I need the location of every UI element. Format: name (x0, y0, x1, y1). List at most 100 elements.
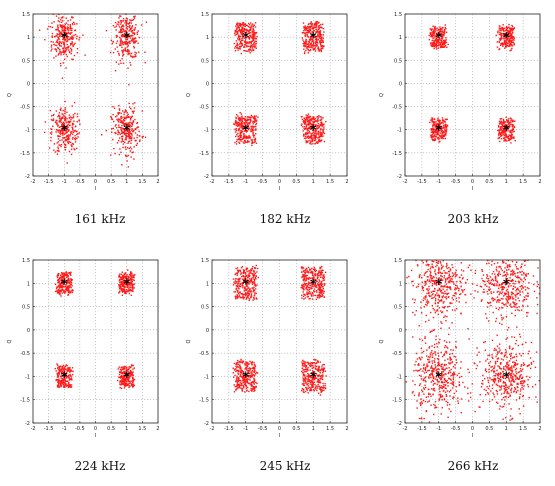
scatter-point (304, 295, 305, 296)
scatter-point (134, 102, 135, 103)
scatter-point (432, 138, 433, 139)
scatter-point (47, 28, 48, 29)
scatter-point (320, 293, 321, 294)
scatter-point (57, 368, 58, 369)
scatter-point (135, 128, 136, 129)
scatter-point (238, 364, 239, 365)
y-tick-label: 0 (399, 81, 402, 87)
scatter-point (239, 270, 240, 271)
scatter-point (120, 384, 121, 385)
scatter-point (237, 382, 238, 383)
scatter-point (433, 35, 434, 36)
scatter-point (56, 288, 57, 289)
scatter-point (305, 33, 306, 34)
scatter-point (247, 295, 248, 296)
scatter-point (133, 46, 134, 47)
scatter-point (236, 376, 237, 377)
scatter-point (56, 129, 57, 130)
scatter-point (448, 44, 449, 45)
scatter-point (310, 116, 311, 117)
scatter-point (115, 124, 116, 125)
scatter-point (136, 40, 137, 41)
scatter-point (311, 47, 312, 48)
scatter-point (120, 38, 121, 39)
scatter-point (237, 267, 238, 268)
x-tick-label: 1.5 (138, 426, 146, 432)
scatter-point (79, 120, 80, 121)
scatter-point (56, 363, 57, 364)
scatter-point (64, 101, 65, 102)
scatter-point (71, 131, 72, 132)
x-tick-label: -1.5 (44, 179, 54, 185)
scatter-point (72, 23, 73, 24)
scatter-point (233, 372, 234, 373)
scatter-point (131, 130, 132, 131)
scatter-point (321, 283, 322, 284)
scatter-point (54, 45, 55, 46)
scatter-point (55, 368, 56, 369)
x-tick-label: -1 (436, 179, 441, 185)
scatter-point (319, 116, 320, 117)
scatter-point (498, 49, 499, 50)
ideal-point-marker: * (61, 370, 68, 385)
scatter-point (132, 111, 133, 112)
scatter-point (133, 280, 134, 281)
y-tick-label: 1.5 (22, 258, 30, 264)
scatter-point (64, 115, 65, 116)
scatter-point (74, 102, 75, 103)
scatter-point (251, 293, 252, 294)
scatter-point (139, 37, 140, 38)
scatter-point (245, 120, 246, 121)
scatter-point (444, 128, 445, 129)
scatter-point (236, 114, 237, 115)
scatter-point (55, 284, 56, 285)
scatter-point (318, 287, 319, 288)
scatter-point (499, 141, 500, 142)
scatter-point (232, 368, 233, 369)
scatter-point (255, 118, 256, 119)
scatter-point (117, 40, 118, 41)
scatter-point (255, 129, 256, 130)
scatter-point (51, 45, 52, 46)
x-axis-label: I (95, 186, 96, 192)
scatter-point (118, 114, 119, 115)
scatter-point (251, 278, 252, 279)
scatter-point (71, 43, 72, 44)
scatter-point (246, 298, 247, 299)
scatter-point (241, 362, 242, 363)
scatter-point (504, 47, 505, 48)
scatter-point (65, 274, 66, 275)
scatter-point (131, 136, 132, 137)
scatter-point (58, 130, 59, 131)
ideal-point-marker: * (123, 124, 130, 139)
scatter-point (120, 20, 121, 21)
scatter-point (58, 17, 59, 18)
scatter-point (318, 27, 319, 28)
scatter-point (309, 120, 310, 121)
scatter-point (56, 33, 57, 34)
scatter-point (236, 141, 237, 142)
scatter-point (53, 150, 54, 151)
scatter-point (71, 154, 72, 155)
scatter-point (120, 284, 121, 285)
scatter-point (305, 39, 306, 40)
scatter-point (132, 380, 133, 381)
scatter-point (315, 295, 316, 296)
scatter-point (239, 43, 240, 44)
scatter-point (50, 137, 51, 138)
scatter-point (505, 140, 506, 141)
scatter-point (120, 16, 121, 17)
scatter-point (135, 24, 136, 25)
scatter-point (71, 146, 72, 147)
scatter-point (120, 152, 121, 153)
scatter-point (443, 135, 444, 136)
scatter-point (122, 367, 123, 368)
scatter-point (66, 364, 67, 365)
scatter-point (132, 116, 133, 117)
scatter-point (67, 127, 68, 128)
x-tick-label: 2 (156, 426, 159, 432)
scatter-point (320, 44, 321, 45)
scatter-point (253, 135, 254, 136)
scatter-point (444, 131, 445, 132)
scatter-point (319, 292, 320, 293)
